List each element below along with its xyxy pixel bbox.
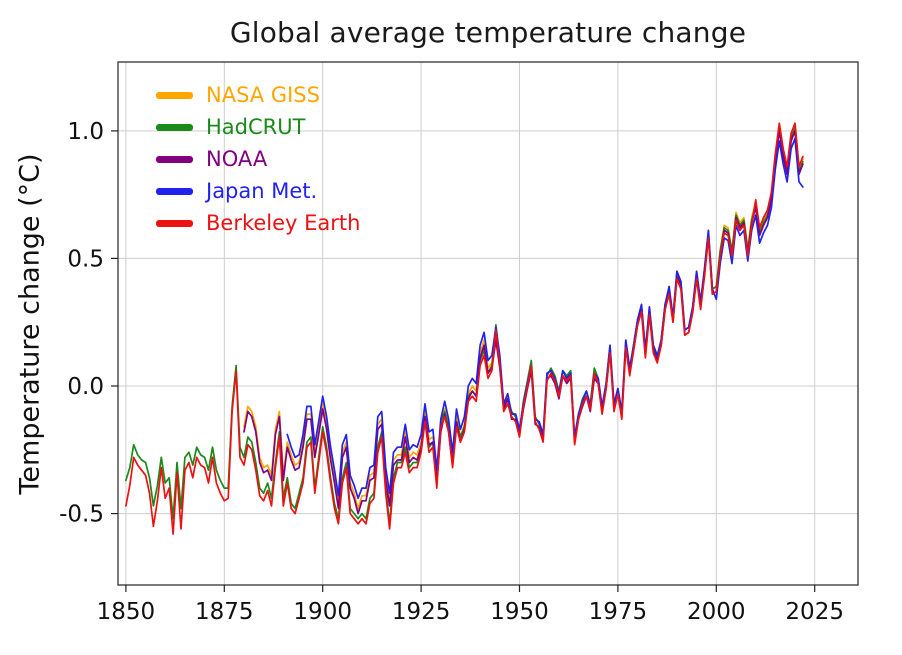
legend-label-hadcrut: HadCRUT (206, 115, 306, 139)
x-tick-label: 1875 (195, 599, 254, 625)
x-tick-label: 1950 (490, 599, 549, 625)
legend: NASA GISS HadCRUT NOAA Japan Met. Berkeley E… (156, 82, 360, 237)
legend-swatch-japan-met (156, 188, 193, 195)
x-tick-label: 1925 (392, 599, 451, 625)
series-line-berkeley-earth (125, 122, 804, 535)
legend-item-berkeley-earth: Berkeley Earth (156, 210, 360, 237)
y-axis-label: Temperature change (°C) (14, 153, 46, 495)
y-tick-label: 0.0 (67, 374, 104, 400)
legend-swatch-berkeley-earth (156, 220, 193, 227)
y-tick-label: 1.0 (67, 119, 104, 145)
legend-label-japan-met: Japan Met. (206, 179, 318, 203)
legend-label-nasa-giss: NASA GISS (206, 83, 320, 107)
legend-item-hadcrut: HadCRUT (156, 114, 360, 141)
x-tick-label: 1900 (293, 599, 352, 625)
legend-label-noaa: NOAA (206, 147, 268, 171)
x-tick-label: 2000 (687, 599, 746, 625)
y-tick-label: -0.5 (59, 502, 104, 528)
x-tick-label: 2025 (785, 599, 844, 625)
plot-border (117, 61, 859, 586)
legend-item-japan-met: Japan Met. (156, 178, 360, 205)
y-tick-label: 0.5 (67, 246, 104, 272)
legend-item-noaa: NOAA (156, 146, 360, 173)
legend-item-nasa-giss: NASA GISS (156, 82, 360, 109)
legend-swatch-noaa (156, 156, 193, 163)
legend-label-berkeley-earth: Berkeley Earth (206, 211, 361, 235)
x-tick-label: 1850 (97, 599, 156, 625)
chart-title: Global average temperature change (229, 16, 747, 49)
legend-swatch-nasa-giss (156, 92, 193, 99)
series-line-japan-met (286, 137, 804, 500)
x-tick-label: 1975 (589, 599, 648, 625)
legend-swatch-hadcrut (156, 124, 193, 131)
